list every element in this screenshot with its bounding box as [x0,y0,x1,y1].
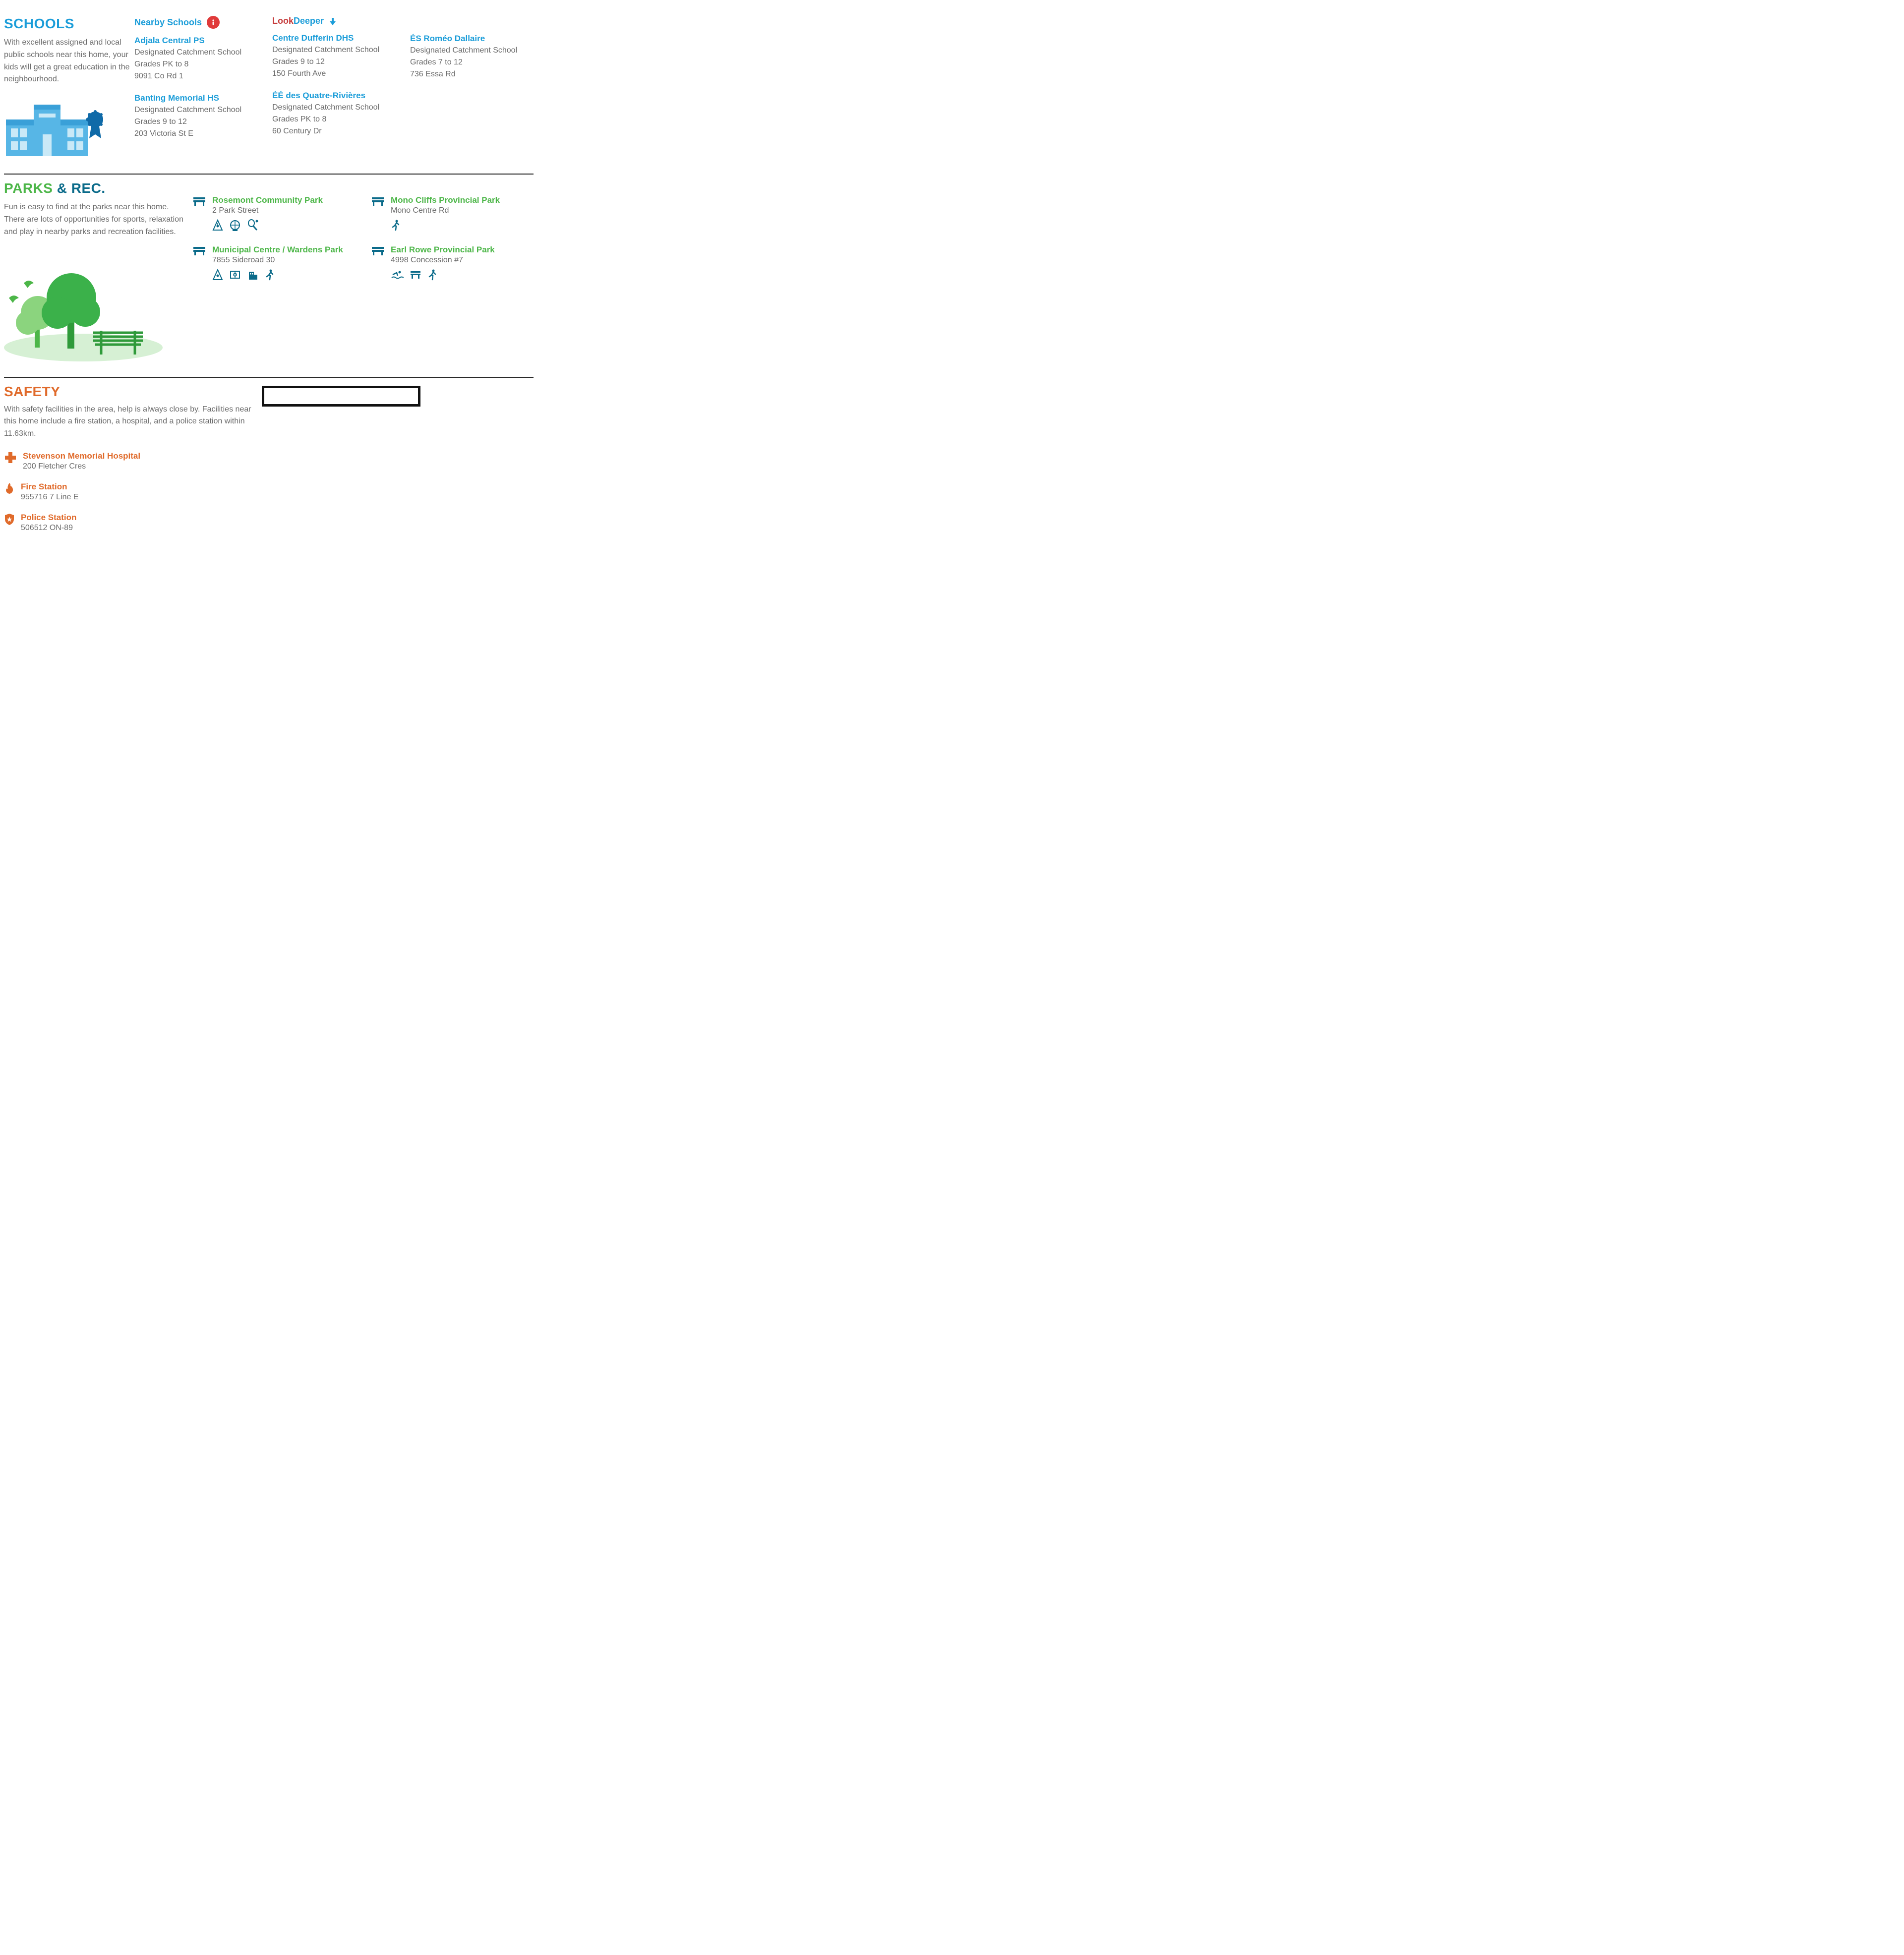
park-name[interactable]: Mono Cliffs Provincial Park [391,195,500,205]
safety-map-col [262,386,539,533]
info-icon[interactable] [207,16,220,29]
safety-address: 200 Fletcher Cres [23,462,140,471]
running-icon [391,219,401,231]
map-placeholder [262,386,420,407]
lookdeeper-label[interactable]: LookDeeper [272,16,406,26]
parks-heading-1: PARKS [4,180,53,196]
school-address: 9091 Co Rd 1 [134,70,268,82]
safety-item: Police Station 506512 ON-89 [4,513,262,533]
park-item: Municipal Centre / Wardens Park 7855 Sid… [192,245,366,281]
park-name[interactable]: Earl Rowe Provincial Park [391,245,495,255]
school-item: ÉS Roméo Dallaire Designated Catchment S… [410,34,544,80]
fire-icon [4,482,15,495]
school-address: 60 Century Dr [272,125,406,137]
school-name[interactable]: Centre Dufferin DHS [272,33,406,43]
safety-heading: SAFETY [4,384,262,400]
tennis-icon [247,219,259,231]
schools-intro-col: SCHOOLS With excellent assigned and loca… [4,16,130,162]
bench-icon [192,196,206,206]
safety-section: SAFETY With safety facilities in the are… [4,378,534,544]
bench-icon [371,246,385,256]
parks-illustration [4,253,187,365]
parks-intro: Fun is easy to find at the parks near th… [4,201,187,238]
safety-content-col: SAFETY With safety facilities in the are… [4,384,262,533]
school-type: Designated Catchment School [410,45,544,57]
safety-name[interactable]: Fire Station [21,482,79,492]
school-item: Centre Dufferin DHS Designated Catchment… [272,33,406,80]
parks-col-a: Rosemont Community Park 2 Park Street Mu… [192,180,366,364]
school-grades: Grades 9 to 12 [134,116,268,128]
schools-heading: SCHOOLS [4,16,130,32]
school-grades: Grades PK to 8 [134,59,268,70]
playground-icon [212,269,223,281]
school-name[interactable]: Banting Memorial HS [134,93,268,103]
safety-address: 506512 ON-89 [21,524,76,533]
running-icon [265,269,275,281]
school-grades: Grades 9 to 12 [272,56,406,68]
safety-name[interactable]: Stevenson Memorial Hospital [23,451,140,461]
deeper-text: Deeper [294,16,324,26]
school-name[interactable]: ÉÉ des Quatre-Rivières [272,91,406,101]
schools-col-b: LookDeeper Centre Dufferin DHS Designate… [272,16,406,162]
school-illustration [4,100,130,162]
safety-address: 955716 7 Line E [21,493,79,502]
school-type: Designated Catchment School [134,47,268,59]
school-grades: Grades PK to 8 [272,114,406,125]
hospital-icon [4,451,17,464]
running-icon [427,269,437,281]
building-icon [247,269,259,281]
park-address: 4998 Concession #7 [391,256,495,265]
school-type: Designated Catchment School [272,44,406,56]
nearby-schools-text: Nearby Schools [134,17,202,28]
school-name[interactable]: Adjala Central PS [134,36,268,46]
school-item: Banting Memorial HS Designated Catchment… [134,93,268,140]
park-amenities [391,269,495,281]
school-name[interactable]: ÉS Roméo Dallaire [410,34,544,44]
bench-icon [192,246,206,256]
park-item: Earl Rowe Provincial Park 4998 Concessio… [371,245,544,281]
parks-heading: PARKS & REC. [4,180,187,196]
park-amenities [212,219,323,231]
park-address: 2 Park Street [212,206,323,215]
park-name[interactable]: Rosemont Community Park [212,195,323,205]
safety-intro: With safety facilities in the area, help… [4,404,262,440]
park-item: Rosemont Community Park 2 Park Street [192,195,366,231]
school-type: Designated Catchment School [272,102,406,114]
park-item: Mono Cliffs Provincial Park Mono Centre … [371,195,544,231]
playground-icon [212,219,223,231]
park-address: 7855 Sideroad 30 [212,256,343,265]
parks-section: PARKS & REC. Fun is easy to find at the … [4,175,534,376]
safety-name[interactable]: Police Station [21,513,76,523]
school-address: 203 Victoria St E [134,128,268,140]
safety-item: Fire Station 955716 7 Line E [4,482,262,502]
school-item: ÉÉ des Quatre-Rivières Designated Catchm… [272,91,406,137]
park-amenities [391,219,500,231]
school-address: 150 Fourth Ave [272,68,406,80]
look-text: Look [272,16,294,26]
bench-icon [371,196,385,206]
parks-intro-col: PARKS & REC. Fun is easy to find at the … [4,180,187,364]
school-item: Adjala Central PS Designated Catchment S… [134,36,268,82]
schools-col-c: ÉS Roméo Dallaire Designated Catchment S… [410,16,544,162]
park-amenities [212,269,343,281]
parks-col-b: Mono Cliffs Provincial Park Mono Centre … [371,180,544,364]
safety-item: Stevenson Memorial Hospital 200 Fletcher… [4,451,262,471]
swimming-icon [391,270,404,280]
arrow-down-icon [329,17,337,26]
park-address: Mono Centre Rd [391,206,500,215]
schools-col-a: Nearby Schools Adjala Central PS Designa… [134,16,268,162]
school-type: Designated Catchment School [134,104,268,116]
basketball-icon [229,219,241,231]
picnic-icon [410,270,421,279]
parks-heading-2: & REC. [53,180,105,196]
school-grades: Grades 7 to 12 [410,57,544,68]
park-name[interactable]: Municipal Centre / Wardens Park [212,245,343,255]
field-icon [229,269,241,281]
police-icon [4,513,15,526]
nearby-schools-label: Nearby Schools [134,16,268,29]
school-address: 736 Essa Rd [410,68,544,80]
schools-section: SCHOOLS With excellent assigned and loca… [4,10,534,174]
schools-intro: With excellent assigned and local public… [4,37,130,86]
